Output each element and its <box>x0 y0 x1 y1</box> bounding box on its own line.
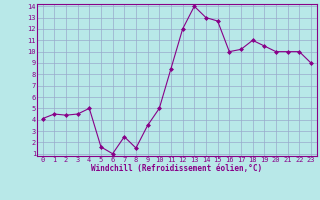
X-axis label: Windchill (Refroidissement éolien,°C): Windchill (Refroidissement éolien,°C) <box>91 164 262 173</box>
